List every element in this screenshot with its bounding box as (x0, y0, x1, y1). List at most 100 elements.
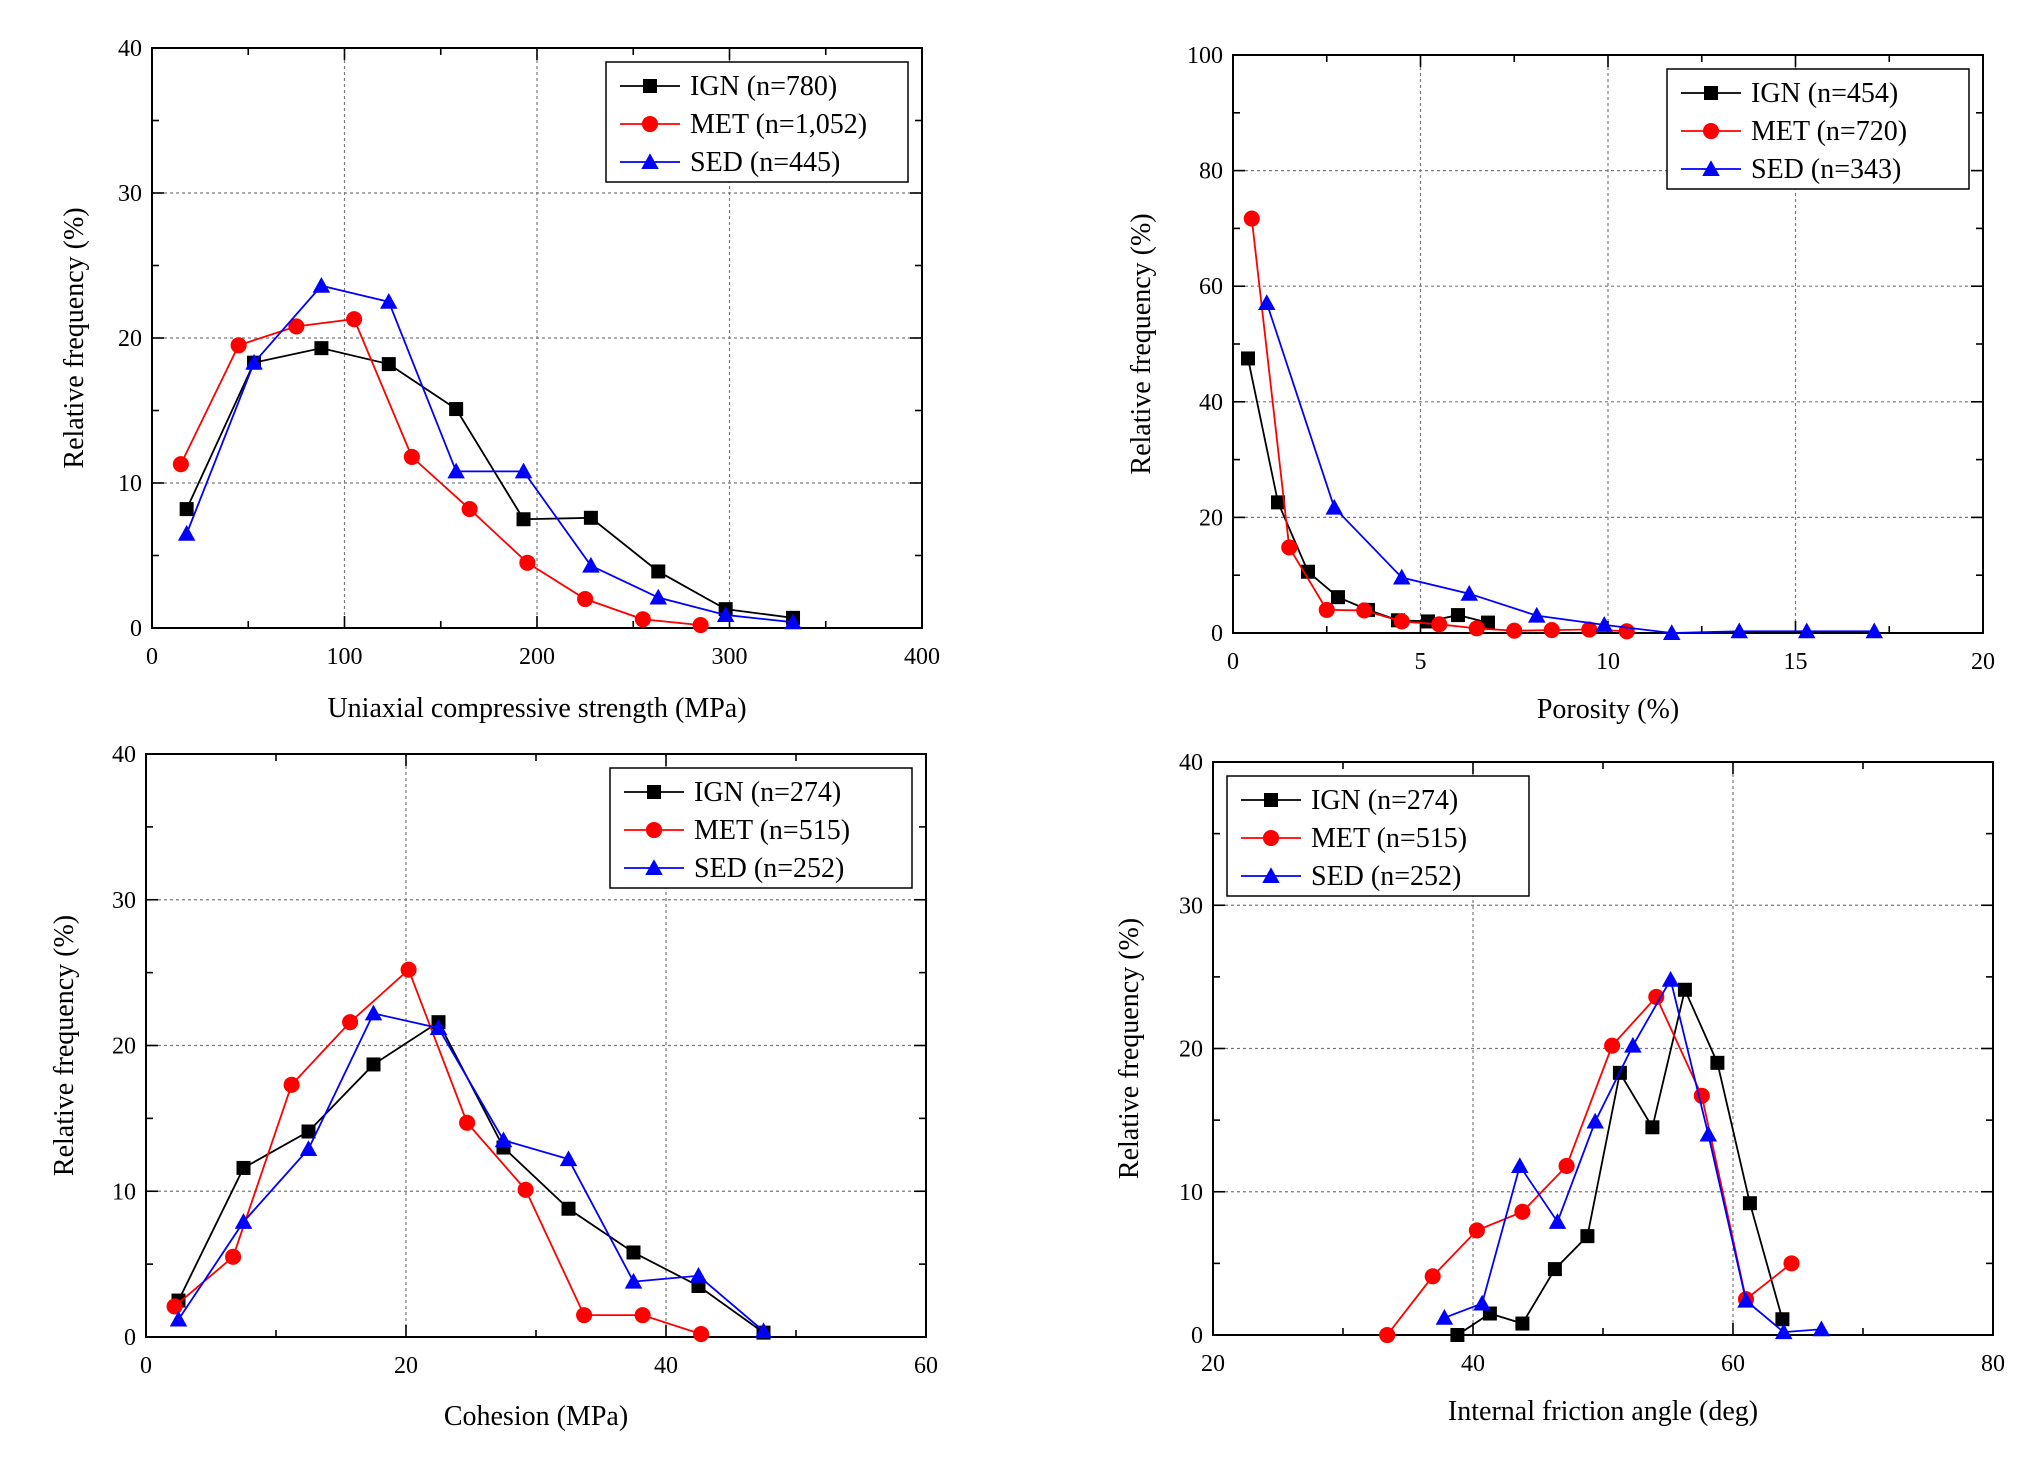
legend-label: MET (n=1,052) (690, 109, 867, 140)
y-tick-label: 30 (1179, 893, 1203, 919)
data-point (403, 448, 420, 465)
y-tick-label: 0 (1211, 621, 1223, 647)
data-point (1271, 495, 1285, 510)
data-point (380, 293, 398, 309)
data-point (1580, 1229, 1595, 1244)
data-point (514, 462, 533, 479)
data-point (634, 1307, 651, 1324)
y-tick-label: 20 (118, 326, 142, 352)
data-point (1243, 210, 1260, 227)
legend-label: MET (n=515) (1311, 823, 1467, 854)
x-tick-label: 60 (914, 1353, 938, 1379)
data-point (634, 611, 651, 628)
data-point (177, 525, 196, 541)
y-tick-label: 0 (130, 616, 142, 642)
series-met (172, 311, 709, 634)
data-point (364, 1004, 383, 1021)
data-point (169, 1310, 188, 1327)
data-point (1595, 616, 1613, 632)
series-line (174, 968, 702, 1335)
legend-entry: SED (n=252) (624, 853, 844, 884)
legend-marker (1262, 867, 1280, 883)
series-met (166, 961, 710, 1343)
series-line (180, 318, 701, 626)
y-tick-label: 40 (118, 36, 142, 62)
legend-marker (1704, 86, 1718, 100)
series-line (185, 347, 794, 619)
legend-label: IGN (n=274) (694, 777, 841, 808)
data-point (1730, 622, 1748, 639)
data-point (346, 311, 363, 328)
legend-label: SED (n=252) (1311, 861, 1461, 892)
legend-marker (1262, 829, 1280, 847)
data-point (1424, 1268, 1441, 1285)
data-point (1481, 615, 1495, 630)
legend-entry: SED (n=445) (620, 147, 840, 178)
legend-marker (1702, 122, 1720, 140)
legend-label: SED (n=343) (1751, 154, 1901, 185)
x-tick-label: 200 (519, 644, 555, 670)
data-point (519, 554, 536, 571)
legend-entry: IGN (n=780) (620, 71, 837, 102)
legend-label: SED (n=252) (694, 853, 844, 884)
data-point (576, 1307, 593, 1324)
x-tick-label: 20 (394, 1353, 418, 1379)
y-tick-label: 40 (1179, 750, 1203, 776)
data-point (1661, 970, 1680, 987)
chart-panel-1: 0 100 200 300 400 0 10 20 30 40 Uniaxial compressi… (59, 36, 940, 724)
data-point (1663, 624, 1681, 640)
data-point (1258, 294, 1276, 310)
x-tick-label: 20 (1201, 1351, 1225, 1377)
x-axis-label: Cohesion (MPa) (444, 1401, 628, 1432)
data-point (1473, 1294, 1491, 1311)
y-tick-label: 0 (1191, 1323, 1203, 1349)
data-point (230, 337, 247, 354)
data-point (1511, 1157, 1529, 1173)
data-point (559, 1150, 578, 1167)
data-point (234, 1213, 253, 1229)
y-tick-label: 100 (1187, 43, 1223, 69)
data-point (1604, 1037, 1621, 1054)
x-tick-label: 0 (1227, 649, 1239, 675)
data-point (1586, 1112, 1604, 1129)
legend-label: IGN (n=780) (690, 71, 837, 102)
y-axis-label: Relative frequency (%) (59, 207, 90, 468)
series-sed (177, 277, 802, 630)
x-tick-label: 400 (904, 644, 940, 670)
x-tick-label: 0 (146, 644, 158, 670)
legend-label: MET (n=515) (694, 815, 850, 846)
legend: IGN (n=780) MET (n=1,052) SED (n=445) (605, 61, 909, 183)
gridlines (1233, 55, 1983, 633)
data-point (1393, 568, 1411, 585)
data-point (1618, 623, 1635, 640)
y-axis-label: Relative frequency (%) (1126, 213, 1157, 474)
x-tick-label: 40 (1461, 1351, 1485, 1377)
data-point (1356, 602, 1373, 619)
data-point (1543, 622, 1560, 639)
data-point (1514, 1203, 1531, 1220)
data-point (1798, 622, 1816, 639)
data-point (225, 1248, 242, 1265)
data-point (1460, 584, 1478, 601)
data-point (1468, 620, 1485, 637)
chart-panel-2: 0 5 10 15 20 0 20 40 60 80 100 Porosity (%) Relative… (1126, 43, 1995, 725)
x-axis-label: Internal friction angle (deg) (1448, 1396, 1758, 1427)
data-point (1506, 622, 1523, 639)
data-point (1318, 601, 1335, 618)
series-sed (1258, 294, 1883, 640)
legend-marker (1264, 793, 1278, 807)
legend-entry: MET (n=1,052) (620, 109, 867, 140)
data-point (692, 617, 709, 634)
data-point (1581, 621, 1598, 638)
data-point (1645, 1120, 1660, 1135)
y-tick-label: 10 (1179, 1180, 1203, 1206)
data-point (1693, 1087, 1710, 1104)
data-point (1783, 1255, 1800, 1272)
data-point (283, 1076, 300, 1093)
data-point (1547, 1262, 1562, 1277)
data-point (400, 961, 417, 978)
data-point (651, 564, 666, 579)
chart-panel-4: 20 40 60 80 0 10 20 30 40 Internal friction angle… (1114, 750, 2005, 1427)
data-point (716, 606, 735, 622)
